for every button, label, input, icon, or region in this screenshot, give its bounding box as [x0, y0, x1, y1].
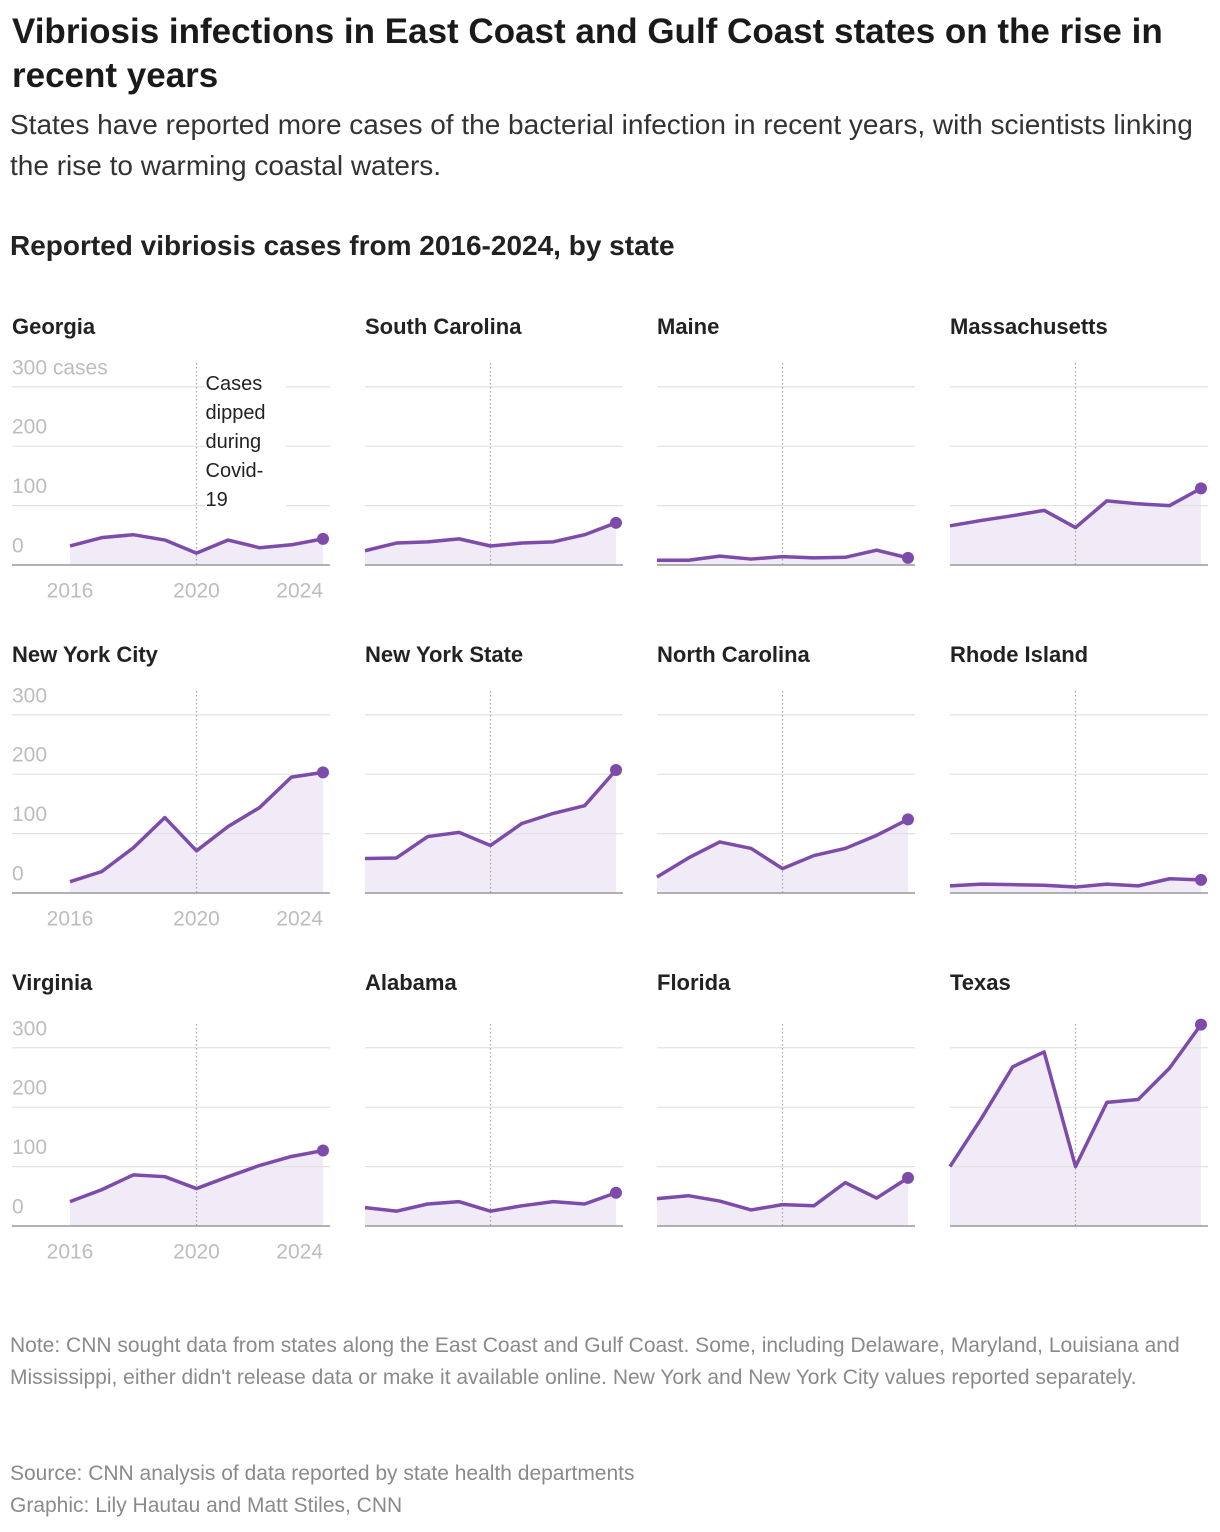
- panel-title: Virginia: [12, 970, 93, 995]
- y-tick-label: 200: [12, 416, 47, 439]
- x-tick-label: 2016: [47, 908, 94, 931]
- end-dot: [317, 1144, 329, 1157]
- end-dot: [902, 1171, 914, 1184]
- y-tick-label: 300: [12, 684, 47, 707]
- panel-title: Alabama: [365, 970, 457, 995]
- area: [365, 1192, 616, 1226]
- y-tick-label: 200: [12, 744, 47, 767]
- y-tick-label: 300 cases: [12, 356, 108, 379]
- area: [950, 878, 1201, 893]
- end-dot: [902, 551, 914, 564]
- area: [950, 488, 1201, 565]
- end-dot: [1195, 1018, 1207, 1031]
- line: [69, 532, 324, 555]
- panel-title: North Carolina: [657, 642, 811, 667]
- area: [70, 772, 323, 893]
- y-tick-label: 100: [12, 475, 47, 498]
- area: [950, 1024, 1201, 1226]
- end-dot: [610, 764, 622, 777]
- panel-title: New York City: [12, 642, 159, 667]
- x-tick-label: 2020: [173, 908, 220, 931]
- credit: Graphic: Lily Hautau and Matt Stiles, CN…: [10, 1494, 403, 1517]
- panel-title: Rhode Island: [950, 642, 1088, 667]
- line: [948, 1023, 1203, 1169]
- end-dot: [1195, 482, 1207, 495]
- area: [657, 819, 908, 893]
- x-tick-label: 2024: [276, 1241, 323, 1264]
- y-tick-label: 0: [12, 535, 24, 558]
- panel-title: New York State: [365, 642, 523, 667]
- panel-title: Texas: [950, 970, 1011, 995]
- line: [364, 1191, 617, 1213]
- x-tick-label: 2016: [47, 1241, 94, 1264]
- area: [365, 770, 616, 893]
- y-tick-label: 100: [12, 1136, 47, 1159]
- line: [364, 521, 617, 553]
- end-dot: [317, 766, 329, 779]
- y-tick-label: 300: [12, 1017, 47, 1040]
- area: [365, 522, 616, 565]
- title: Vibriosis infections in East Coast and G…: [12, 12, 1163, 95]
- end-dot: [610, 516, 622, 529]
- line: [656, 1176, 909, 1212]
- subtitle: States have reported more cases of the b…: [10, 109, 1193, 181]
- line: [656, 817, 909, 879]
- panel-title: Georgia: [12, 314, 96, 339]
- area: [70, 534, 323, 565]
- x-tick-label: 2020: [173, 1241, 220, 1264]
- x-tick-label: 2024: [276, 908, 323, 931]
- line: [69, 770, 324, 884]
- small-multiples: Georgia 0 100 200 300 cases 2016 2020 2024 South…: [12, 314, 1208, 1264]
- end-dot: [317, 532, 329, 545]
- note: Note: CNN sought data from states along …: [10, 1334, 1180, 1389]
- y-tick-label: 0: [12, 863, 24, 886]
- line: [69, 1148, 324, 1204]
- panel-title: South Carolina: [365, 314, 522, 339]
- x-tick-label: 2024: [276, 580, 323, 603]
- area: [70, 1150, 323, 1226]
- end-dot: [1195, 873, 1207, 886]
- x-tick-label: 2016: [47, 580, 94, 603]
- annotation: Cases dipped during Covid-19: [205, 370, 286, 515]
- source: Source: CNN analysis of data reported by…: [10, 1462, 635, 1485]
- line: [949, 486, 1202, 530]
- panel-title: Florida: [657, 970, 731, 995]
- line: [364, 768, 618, 861]
- area: [657, 1177, 908, 1226]
- x-tick-label: 2020: [173, 580, 220, 603]
- end-dot: [902, 813, 914, 826]
- panel-title: Maine: [657, 314, 719, 339]
- line: [949, 876, 1202, 889]
- line: [657, 548, 909, 562]
- y-tick-label: 200: [12, 1077, 47, 1100]
- y-tick-label: 0: [12, 1196, 24, 1219]
- end-dot: [610, 1186, 622, 1199]
- panel-title: Massachusetts: [950, 314, 1108, 339]
- chart-heading: Reported vibriosis cases from 2016-2024,…: [10, 230, 675, 261]
- y-tick-label: 100: [12, 803, 47, 826]
